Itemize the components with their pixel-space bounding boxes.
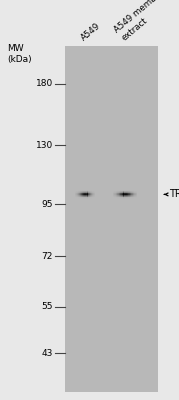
Text: 130: 130 <box>36 140 53 150</box>
Text: 55: 55 <box>41 302 53 312</box>
Text: 180: 180 <box>36 79 53 88</box>
Text: A549 membrane
extract: A549 membrane extract <box>113 0 179 43</box>
Text: 95: 95 <box>41 200 53 208</box>
Text: 43: 43 <box>41 349 53 358</box>
Text: TRPC6: TRPC6 <box>169 190 179 200</box>
Text: 72: 72 <box>41 252 53 261</box>
Text: A549: A549 <box>79 22 102 43</box>
Text: MW
(kDa): MW (kDa) <box>7 44 32 64</box>
